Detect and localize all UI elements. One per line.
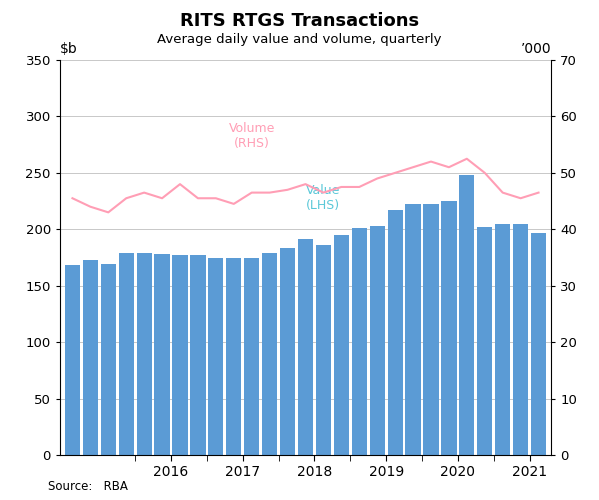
Text: Value
(LHS): Value (LHS) <box>306 184 341 212</box>
Bar <box>101 264 116 455</box>
Bar <box>316 245 331 455</box>
Bar <box>370 226 385 455</box>
Text: RITS RTGS Transactions: RITS RTGS Transactions <box>180 12 419 30</box>
Bar <box>208 258 223 455</box>
Bar <box>388 210 403 455</box>
Bar <box>459 175 474 455</box>
Bar <box>513 224 528 455</box>
Bar <box>244 258 259 455</box>
Text: Average daily value and volume, quarterly: Average daily value and volume, quarterl… <box>158 32 441 46</box>
Bar <box>173 255 187 455</box>
Text: Source:   RBA: Source: RBA <box>48 480 128 492</box>
Bar <box>531 232 546 455</box>
Bar <box>137 253 152 455</box>
Bar <box>298 240 313 455</box>
Text: $b: $b <box>60 42 78 56</box>
Bar <box>155 254 170 455</box>
Bar <box>83 260 98 455</box>
Bar <box>262 253 277 455</box>
Bar <box>226 258 241 455</box>
Bar <box>65 266 80 455</box>
Text: ’000: ’000 <box>521 42 551 56</box>
Bar <box>441 201 456 455</box>
Text: Volume
(RHS): Volume (RHS) <box>229 122 275 150</box>
Bar <box>423 204 438 455</box>
Bar <box>334 235 349 455</box>
Bar <box>352 228 367 455</box>
Bar <box>477 227 492 455</box>
Bar <box>406 204 420 455</box>
Bar <box>280 248 295 455</box>
Bar <box>495 224 510 455</box>
Bar <box>119 253 134 455</box>
Bar <box>190 255 205 455</box>
